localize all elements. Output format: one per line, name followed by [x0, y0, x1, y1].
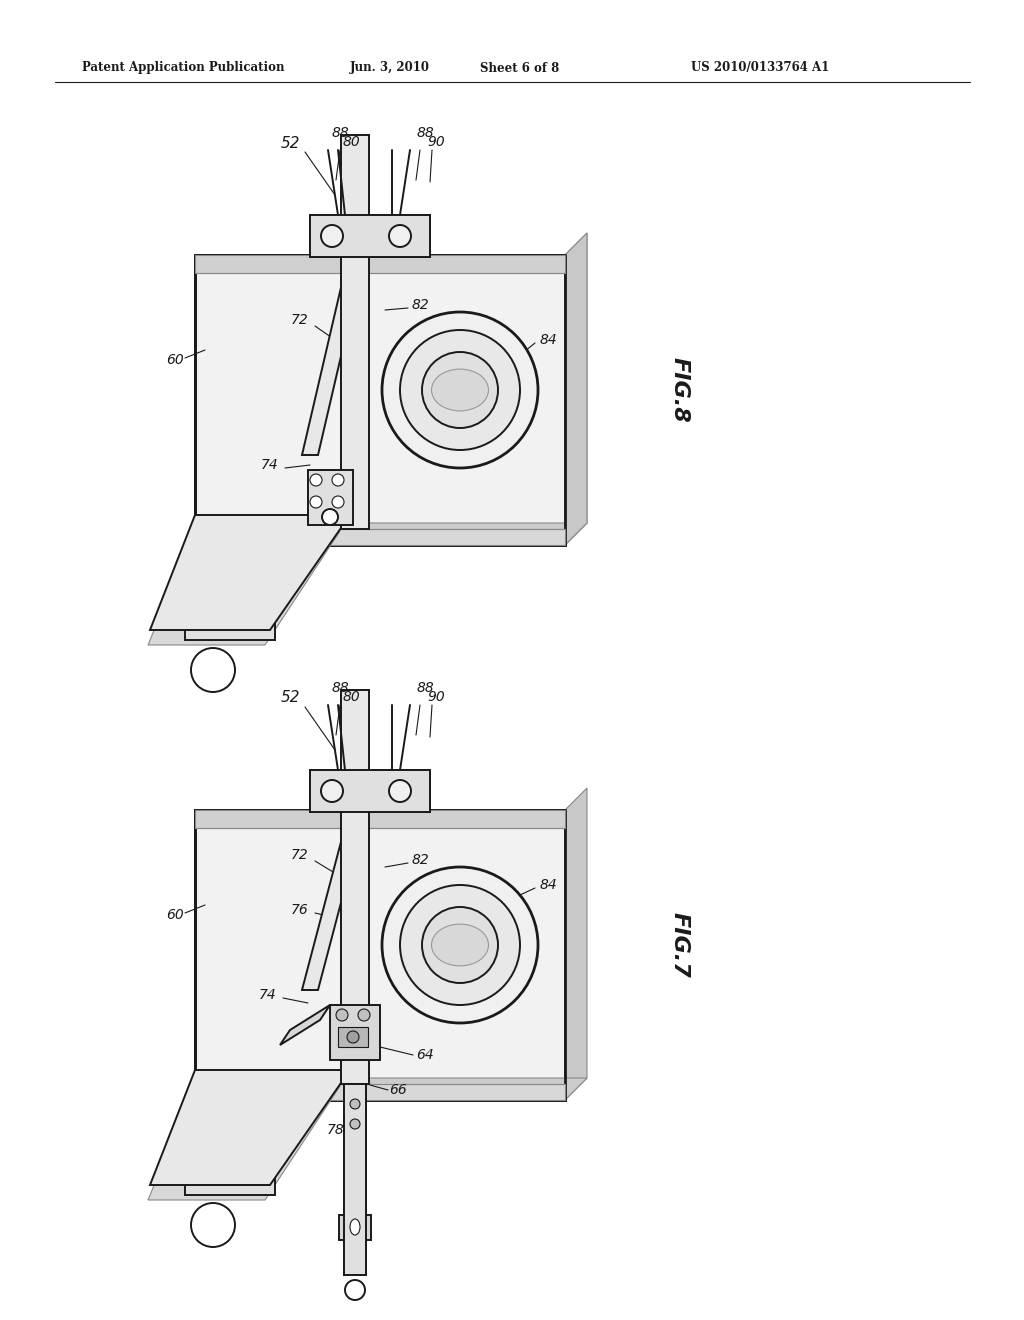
Text: 72: 72 — [291, 313, 309, 327]
Text: 74: 74 — [261, 458, 279, 473]
Text: US 2010/0133764 A1: US 2010/0133764 A1 — [691, 62, 829, 74]
Polygon shape — [344, 1084, 366, 1275]
Ellipse shape — [350, 1218, 360, 1236]
Circle shape — [332, 496, 344, 508]
Circle shape — [321, 224, 343, 247]
Polygon shape — [195, 529, 565, 545]
Text: 84: 84 — [539, 878, 557, 892]
Polygon shape — [310, 770, 430, 812]
Circle shape — [191, 648, 234, 692]
Circle shape — [382, 867, 538, 1023]
Text: 72: 72 — [291, 847, 309, 862]
Text: 82: 82 — [411, 853, 429, 867]
Ellipse shape — [431, 370, 488, 411]
Polygon shape — [195, 810, 565, 1100]
Text: 76: 76 — [291, 903, 309, 917]
Text: 74: 74 — [259, 987, 276, 1002]
Circle shape — [422, 352, 498, 428]
Circle shape — [191, 1203, 234, 1247]
Circle shape — [422, 907, 498, 983]
Circle shape — [347, 1031, 359, 1043]
Polygon shape — [195, 810, 565, 828]
Polygon shape — [148, 531, 340, 645]
Text: 80: 80 — [342, 135, 359, 149]
Circle shape — [382, 312, 538, 469]
Text: 64: 64 — [416, 1048, 434, 1063]
Text: 88: 88 — [331, 125, 349, 140]
Text: FIG.8: FIG.8 — [670, 358, 690, 422]
Text: 84: 84 — [539, 333, 557, 347]
Polygon shape — [150, 1071, 350, 1185]
Polygon shape — [565, 788, 587, 1100]
Polygon shape — [341, 690, 369, 1084]
Text: 90: 90 — [427, 135, 444, 149]
Text: 60: 60 — [166, 908, 184, 921]
Bar — [338, 1027, 368, 1047]
Circle shape — [321, 780, 343, 803]
Text: 88: 88 — [331, 681, 349, 696]
Text: 78: 78 — [327, 1123, 345, 1137]
Polygon shape — [195, 523, 587, 545]
Text: Jun. 3, 2010: Jun. 3, 2010 — [350, 62, 430, 74]
Text: FIG.7: FIG.7 — [670, 912, 690, 978]
Circle shape — [400, 884, 520, 1005]
Polygon shape — [565, 234, 587, 545]
Bar — [339, 1214, 371, 1239]
Text: 52: 52 — [281, 136, 300, 150]
Text: 88: 88 — [416, 125, 434, 140]
Polygon shape — [195, 1084, 565, 1100]
Circle shape — [358, 1008, 370, 1020]
Polygon shape — [565, 234, 587, 545]
Text: 88: 88 — [416, 681, 434, 696]
Polygon shape — [310, 215, 430, 257]
Polygon shape — [280, 1005, 330, 1045]
Polygon shape — [148, 1086, 340, 1200]
Circle shape — [310, 474, 322, 486]
Circle shape — [389, 780, 411, 803]
Text: 66: 66 — [389, 1082, 407, 1097]
Circle shape — [400, 330, 520, 450]
Polygon shape — [195, 255, 565, 273]
Polygon shape — [341, 135, 369, 529]
Polygon shape — [302, 282, 358, 455]
Text: Sheet 6 of 8: Sheet 6 of 8 — [480, 62, 560, 74]
Polygon shape — [195, 1078, 587, 1100]
Polygon shape — [195, 255, 565, 545]
Polygon shape — [308, 470, 353, 525]
Text: 52: 52 — [281, 690, 300, 705]
Circle shape — [350, 1119, 360, 1129]
Circle shape — [310, 496, 322, 508]
Text: Patent Application Publication: Patent Application Publication — [82, 62, 285, 74]
Polygon shape — [302, 838, 358, 990]
Bar — [185, 1160, 275, 1195]
Bar — [185, 605, 275, 640]
Polygon shape — [150, 515, 350, 630]
Circle shape — [350, 1100, 360, 1109]
Circle shape — [336, 1008, 348, 1020]
Circle shape — [389, 224, 411, 247]
Circle shape — [322, 510, 338, 525]
Text: 90: 90 — [427, 690, 444, 704]
Text: 80: 80 — [342, 690, 359, 704]
Text: 60: 60 — [166, 352, 184, 367]
Circle shape — [332, 474, 344, 486]
Polygon shape — [330, 1005, 380, 1060]
Circle shape — [345, 1280, 365, 1300]
Text: 82: 82 — [411, 298, 429, 312]
Ellipse shape — [431, 924, 488, 966]
